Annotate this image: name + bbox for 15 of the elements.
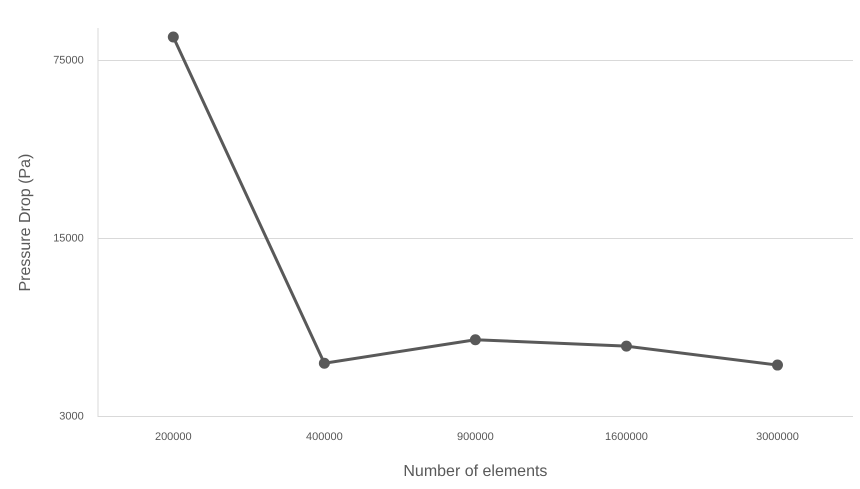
point [772, 360, 783, 371]
y-tick-label: 75000 [53, 54, 84, 66]
x-tick-label: 200000 [154, 431, 192, 444]
x-tick-label: 3000000 [756, 431, 799, 444]
x-tick-label: 1600000 [605, 431, 648, 444]
x-axis-title: Number of elements [403, 462, 548, 480]
y-tick-label: 15000 [53, 232, 84, 245]
y-tick-label: 3000 [59, 410, 84, 423]
y-axis-title: Pressure Drop (Pa) [17, 154, 34, 292]
point [318, 358, 330, 369]
point [470, 334, 481, 346]
point [168, 31, 179, 42]
x-tick-label: 400000 [306, 431, 343, 444]
point [620, 340, 632, 352]
x-tick-label: 900000 [457, 431, 494, 444]
